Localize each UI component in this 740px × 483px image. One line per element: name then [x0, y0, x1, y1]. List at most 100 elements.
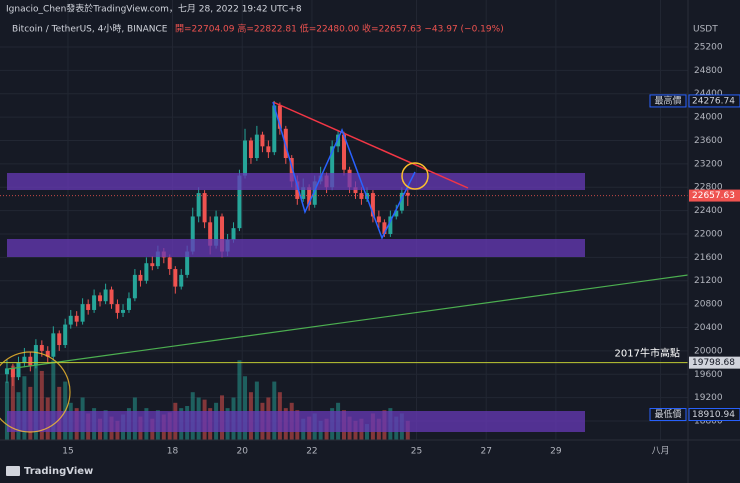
highlight-circle [0, 351, 71, 433]
price-box [688, 94, 740, 108]
candle-body [394, 210, 399, 217]
current-price-label: 22657.63 [692, 191, 735, 201]
y-tick-label: 24000 [694, 113, 723, 123]
price-box [688, 408, 740, 422]
candle-body [121, 309, 126, 313]
candle-body [289, 158, 294, 182]
candle-body [196, 193, 201, 217]
candle-body [10, 368, 15, 378]
y-tick-label: 21600 [694, 253, 723, 263]
candle-body [330, 146, 335, 188]
x-tick-label: 八月 [651, 446, 669, 457]
candle-body [370, 193, 375, 217]
price-name-box [649, 94, 687, 108]
candle-body [248, 140, 253, 159]
candle-body [28, 356, 33, 366]
candle-body [138, 274, 143, 281]
candle-body [80, 304, 85, 322]
current-price-box [689, 189, 740, 202]
candle-body [92, 295, 97, 310]
x-tick-label: 25 [411, 447, 422, 457]
price-name: 最低價 [654, 408, 681, 420]
logo-icon [6, 466, 20, 476]
candle-body [167, 257, 172, 270]
y-tick-label: 23200 [694, 159, 723, 169]
reference-box [689, 356, 740, 369]
candle-body [68, 315, 73, 325]
logo: TradingView [24, 466, 93, 477]
y-tick-label: 19200 [694, 393, 723, 403]
reference-name: 2017牛市高點 [615, 347, 680, 360]
candle-body [405, 192, 410, 196]
price-label: 24276.74 [692, 96, 735, 106]
volume-bar [39, 370, 44, 440]
candle-body [132, 274, 137, 299]
currency: USDT [693, 25, 718, 35]
zone [7, 239, 585, 257]
price-name: 最高價 [654, 94, 681, 106]
x-tick-label: 20 [237, 447, 249, 457]
y-tick-label: 25200 [694, 42, 723, 52]
candle-body [254, 134, 259, 159]
trend-line [272, 101, 469, 189]
y-tick-label: 20800 [694, 300, 723, 310]
y-tick-label: 20000 [694, 346, 723, 356]
candle-body [115, 304, 120, 313]
candle-body [4, 368, 9, 375]
candle-body [220, 216, 225, 252]
candle-body [208, 222, 213, 246]
volume-bar [237, 360, 242, 440]
candle-body [57, 333, 62, 346]
price-name-box [649, 408, 687, 422]
volume-bar [22, 376, 27, 440]
candle-body [277, 105, 282, 129]
volume-bar [365, 424, 370, 440]
candle-body [260, 134, 265, 147]
x-tick-label: 15 [62, 447, 73, 457]
candle-body [376, 216, 381, 223]
candle-body [39, 345, 44, 351]
candle-body [179, 274, 184, 287]
volume-bar [254, 381, 259, 440]
volume-bar [4, 381, 9, 440]
y-tick-label: 21200 [694, 276, 723, 286]
candle-body [33, 345, 38, 366]
candle-body [45, 350, 50, 357]
candle-body [22, 356, 27, 363]
volume-bar [51, 360, 56, 440]
candle-body [74, 315, 79, 322]
candle-body [144, 263, 149, 281]
volume-bar [33, 355, 38, 440]
candle-body [109, 289, 114, 305]
candle-body [388, 216, 393, 234]
x-tick-label: 22 [306, 447, 317, 457]
candle-body [185, 251, 190, 275]
candle-body [190, 216, 195, 252]
candle-body [155, 251, 160, 267]
candle-body [173, 269, 178, 287]
y-tick-label: 23600 [694, 136, 723, 146]
candle-body [51, 333, 56, 357]
y-tick-label: 18800 [694, 417, 723, 427]
x-tick-label: 18 [167, 447, 179, 457]
highlight-circle [401, 162, 429, 190]
x-tick-label: 27 [480, 447, 491, 457]
price-label: 18910.94 [692, 410, 735, 420]
candle-body [63, 324, 68, 346]
candle-body [342, 134, 346, 170]
volume-bar [10, 365, 15, 440]
y-tick-label: 22400 [694, 206, 723, 216]
candle-body [301, 187, 306, 199]
symbol: Bitcoin / TetherUS, 4小時, BINANCE [12, 24, 168, 35]
candle-body [126, 298, 131, 310]
overlay [0, 195, 688, 364]
candle-body [399, 192, 404, 211]
zigzag [272, 101, 416, 240]
candle-body [312, 181, 317, 205]
drawings [0, 101, 689, 433]
candle-body [202, 193, 207, 223]
publisher: Ignacio_Chen發表於TradingView.com，七月 28, 20… [6, 3, 302, 15]
candle-body [86, 304, 91, 310]
candle-body [103, 289, 108, 302]
candle-body [266, 146, 271, 153]
